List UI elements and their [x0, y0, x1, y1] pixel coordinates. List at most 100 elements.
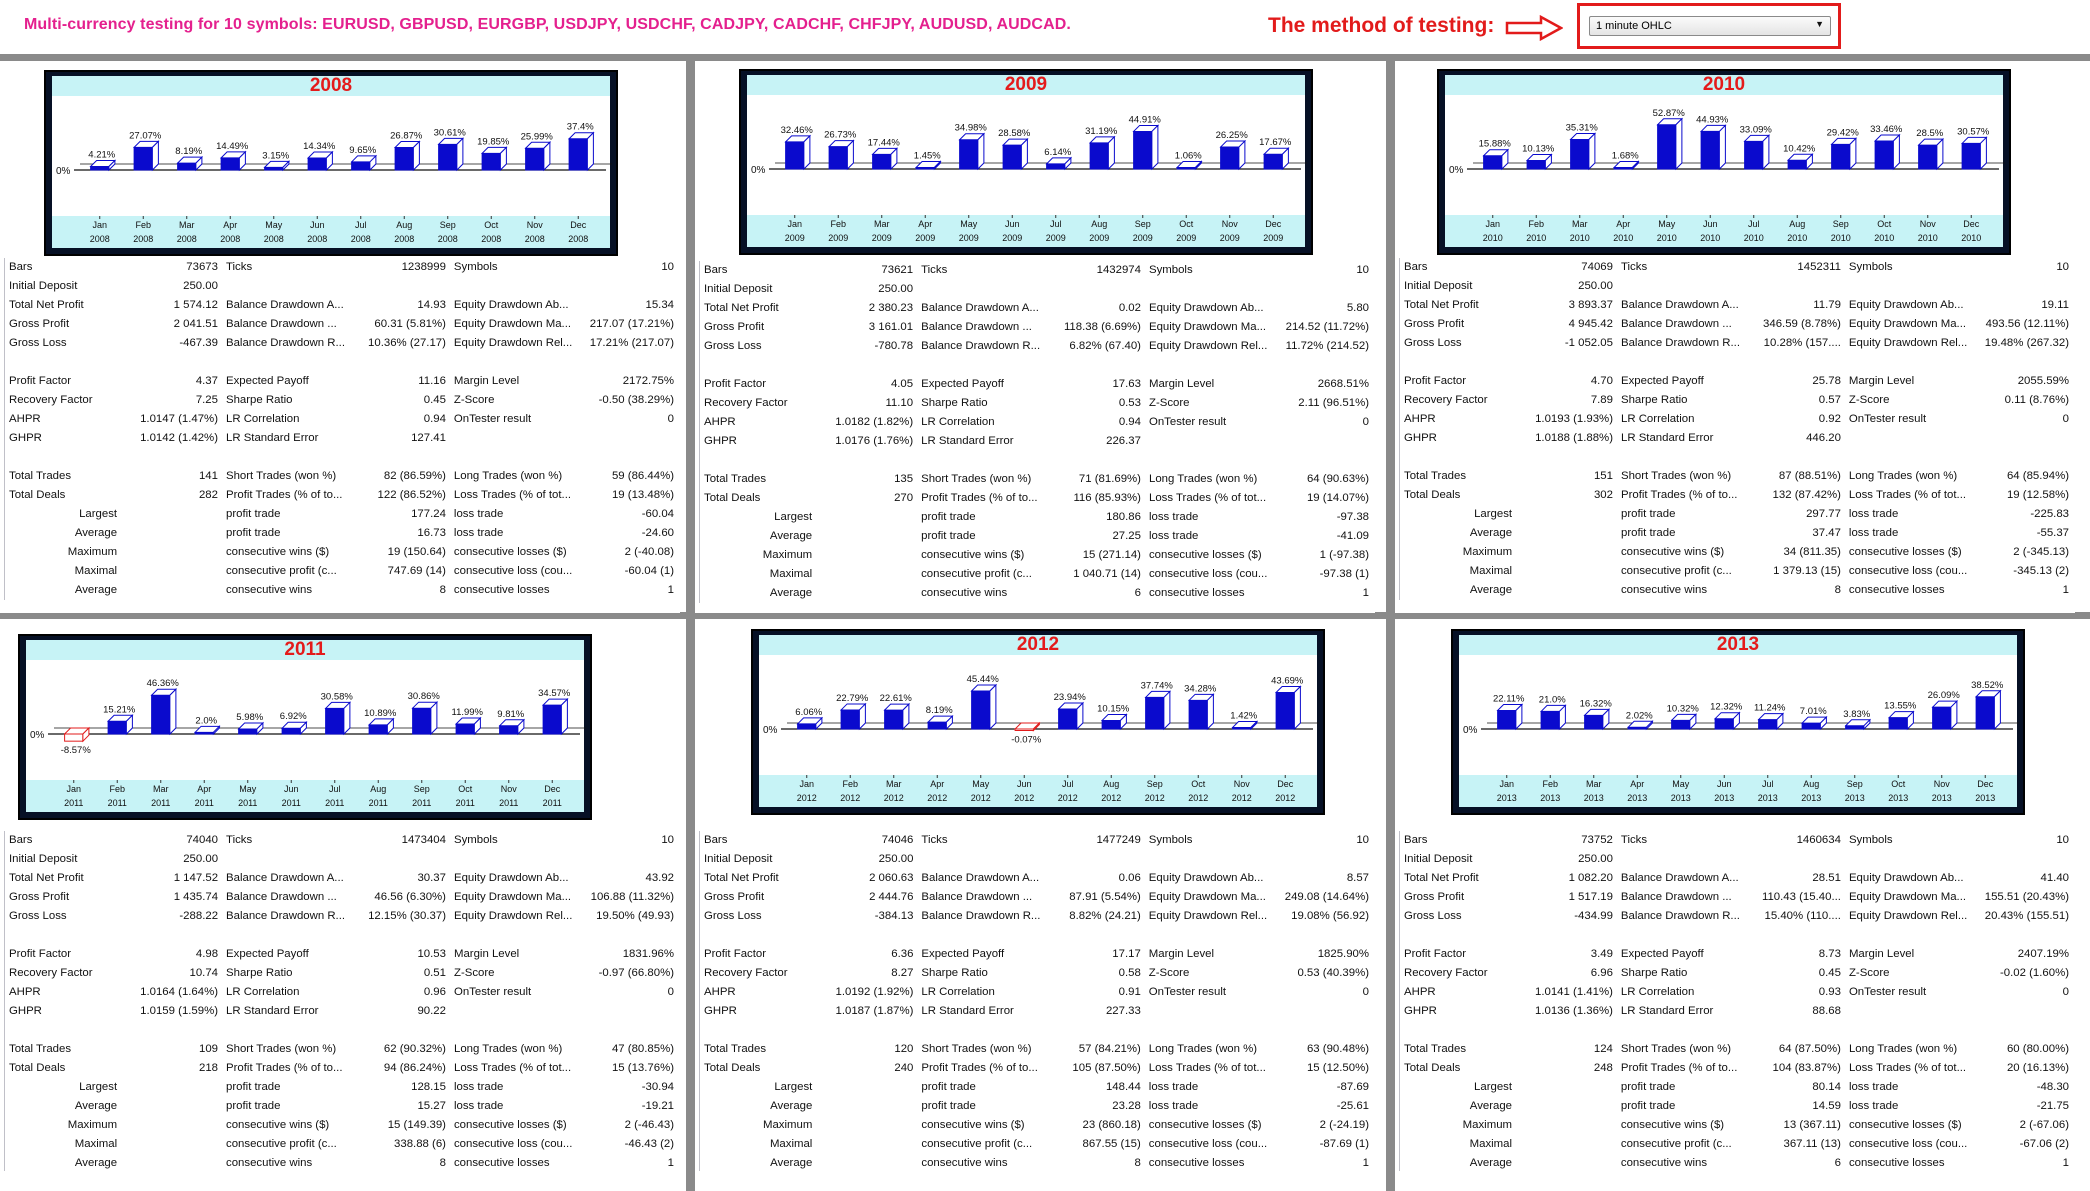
- statistics-row: Profit Factor 4.98 Expected Payoff 10.53 Mar…: [5, 945, 679, 964]
- stat-value-short-trades: 71 (81.69%): [1078, 473, 1141, 485]
- year-tick-label: 2012: [971, 793, 991, 803]
- stat-label-ghpr: GHPR: [9, 1005, 42, 1017]
- statistics-row: [1400, 448, 2074, 467]
- month-tick-label: Mar: [1572, 219, 1588, 229]
- year-tick-label: 2010: [1961, 233, 1981, 243]
- stat-label-initial-deposit: Initial Deposit: [704, 283, 773, 295]
- stat-value-maximal-cons-profit: 867.55 (15): [1082, 1138, 1141, 1150]
- stat-label-short-trades-won: Short Trades (won %): [1620, 1043, 1732, 1055]
- year-tick-label: 2013: [1758, 793, 1778, 803]
- stat-value-symbols: 10: [2056, 261, 2069, 273]
- statistics-row: Maximal consecutive profit (c... 367.11 (1…: [1400, 1135, 2074, 1154]
- stat-value-avg-cons-wins: 8: [439, 1157, 446, 1169]
- stat-label-symbols: Symbols: [453, 261, 498, 273]
- stat-value-gross-profit: 3 161.01: [868, 321, 914, 333]
- stat-value-total-net-profit: 1 147.52: [173, 872, 219, 884]
- stat-label-average: Average: [74, 584, 118, 596]
- stat-value-gross-loss: -434.99: [1574, 910, 1613, 922]
- statistics-row: Total Net Profit 1 082.20 Balance Drawdown…: [1400, 869, 2074, 888]
- row-spacer: [1400, 1021, 2074, 1040]
- stat-label-loss-trade: loss trade: [453, 508, 504, 520]
- stat-label-lr-correlation: LR Correlation: [225, 413, 300, 425]
- monthly-value-label: 46.36%: [147, 678, 180, 689]
- stat-label-average: Average: [74, 1100, 118, 1112]
- stat-label-loss-trade: loss trade: [1848, 508, 1899, 520]
- month-tick-label: Nov: [501, 784, 518, 794]
- stat-value-maximal-cons-loss: -67.06 (2): [2019, 1138, 2069, 1150]
- stat-label-ghpr: GHPR: [704, 435, 737, 447]
- monthly-bar-aug: [1800, 715, 1828, 731]
- year-tick-label: 2008: [307, 234, 327, 244]
- month-tick-label: Oct: [1891, 779, 1906, 789]
- stat-value-initial-deposit: 250.00: [1578, 853, 1613, 865]
- monthly-bar-aug: [1100, 713, 1128, 731]
- month-tick-label: Feb: [1528, 219, 1544, 229]
- statistics-row: Total Deals 218 Profit Trades (% of to... 9…: [5, 1059, 679, 1078]
- stat-label-consecutive-losses: consecutive losses ($): [453, 1119, 567, 1131]
- stat-value-profit-factor: 6.36: [891, 948, 914, 960]
- statistics-row: Maximum consecutive wins ($) 19 (150.64) co…: [5, 543, 679, 562]
- chart-year-title: 2012: [759, 635, 1317, 655]
- monthly-bar-mar: [150, 688, 178, 736]
- stat-value-gross-loss: -384.13: [874, 910, 914, 922]
- monthly-bar-jun: [1013, 721, 1041, 732]
- statistics-row: Average consecutive wins 8 consecutive loss…: [1400, 581, 2074, 600]
- stat-value-margin-level: 2668.51%: [1317, 378, 1369, 390]
- stat-value-largest-loss: -97.38: [1336, 511, 1369, 523]
- stat-label-recovery-factor: Recovery Factor: [9, 967, 93, 979]
- statistics-row: AHPR 1.0192 (1.92%) LR Correlation 0.91 OnTe…: [700, 983, 1374, 1002]
- monthly-value-label: 22.61%: [880, 693, 913, 704]
- year-tick-label: 2011: [325, 798, 344, 808]
- monthly-bar-apr: [193, 725, 221, 736]
- monthly-value-label: 15.21%: [103, 704, 136, 715]
- stat-value-equity-dd-abs: 8.57: [1346, 872, 1369, 884]
- chevron-down-icon[interactable]: ▼: [1815, 19, 1824, 29]
- stat-label-balance-drawdown-a: Balance Drawdown A...: [1620, 299, 1739, 311]
- stat-label-largest: Largest: [1474, 1081, 1513, 1093]
- result-panel-2011: 2011 0% -8.57% Jan 2011 15.21% Feb 2011 46.36% Ma…: [0, 619, 680, 1171]
- stat-label-loss-trade: loss trade: [1848, 1100, 1899, 1112]
- stat-value-initial-deposit: 250.00: [183, 280, 218, 292]
- statistics-row: AHPR 1.0141 (1.41%) LR Correlation 0.93 OnTe…: [1400, 983, 2074, 1002]
- stat-value-largest-loss: -30.94: [641, 1081, 674, 1093]
- stat-value-balance-dd-max: 118.38 (6.69%): [1063, 321, 1141, 333]
- stat-value-long-trades: 64 (85.94%): [2006, 470, 2069, 482]
- stat-value-maximal-cons-loss: -345.13 (2): [2013, 565, 2069, 577]
- monthly-value-label: 5.98%: [236, 712, 263, 723]
- method-select[interactable]: 1 minute OHLC ▼: [1589, 16, 1831, 36]
- stat-label-total-trades: Total Trades: [1404, 1043, 1467, 1055]
- stat-value-margin-level: 2055.59%: [2017, 375, 2069, 387]
- stat-label-sharpe-ratio: Sharpe Ratio: [226, 967, 293, 979]
- stat-label-symbols: Symbols: [1148, 834, 1193, 846]
- stat-value-avg-cons-losses: 1: [667, 584, 674, 596]
- stat-value-empty: [816, 1078, 917, 1097]
- stat-value-empty: [816, 508, 917, 527]
- month-tick-label: Aug: [1789, 219, 1805, 229]
- stat-empty-value: [1271, 850, 1373, 869]
- month-tick-label: Apr: [223, 220, 237, 230]
- statistics-row: Total Deals 248 Profit Trades (% of to... 1…: [1400, 1059, 2074, 1078]
- statistics-row: Total Deals 282 Profit Trades (% of to... 1…: [5, 486, 679, 505]
- stat-empty-value: [1744, 850, 1845, 869]
- stat-value-profit-trades: 105 (87.50%): [1072, 1062, 1141, 1074]
- stat-value-avg-cons-wins: 6: [1834, 1157, 1841, 1169]
- stat-value-short-trades: 64 (87.50%): [1778, 1043, 1841, 1055]
- stat-label-average: Average: [74, 1157, 118, 1169]
- monthly-bar-nov: [1917, 137, 1945, 171]
- stat-label-margin-level: Margin Level: [1148, 948, 1215, 960]
- stat-label-loss-trades-of-tot: Loss Trades (% of tot...: [1148, 492, 1267, 504]
- stat-label-equity-drawdown-rel: Equity Drawdown Rel...: [1148, 910, 1268, 922]
- stat-value-ghpr: 1.0159 (1.59%): [140, 1005, 219, 1017]
- stat-value-symbols: 10: [661, 834, 674, 846]
- stat-value-ontester: 0: [1362, 986, 1369, 998]
- stat-label-equity-drawdown-ab: Equity Drawdown Ab...: [1148, 302, 1264, 314]
- stat-label-gross-profit: Gross Profit: [1404, 891, 1465, 903]
- stat-value-largest-profit: 180.86: [1106, 511, 1141, 523]
- statistics-row: Maximum consecutive wins ($) 23 (860.18) co…: [700, 1116, 1374, 1135]
- stat-label-initial-deposit: Initial Deposit: [9, 853, 78, 865]
- stat-value-largest-profit: 128.15: [411, 1081, 446, 1093]
- statistics-row: Initial Deposit 250.00: [1400, 277, 2074, 296]
- stat-value-ontester: 0: [1362, 416, 1369, 428]
- stat-empty-label: [1145, 280, 1271, 299]
- year-tick-label: 2009: [785, 233, 805, 243]
